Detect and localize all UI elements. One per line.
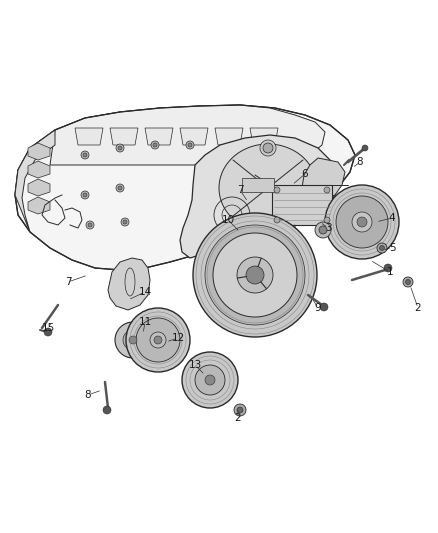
Polygon shape: [268, 225, 295, 260]
Circle shape: [357, 217, 367, 227]
Circle shape: [246, 266, 264, 284]
Circle shape: [151, 141, 159, 149]
Circle shape: [129, 336, 137, 344]
Text: 9: 9: [314, 303, 321, 313]
Circle shape: [377, 243, 387, 253]
Polygon shape: [50, 105, 325, 165]
Circle shape: [182, 352, 238, 408]
Polygon shape: [302, 158, 345, 200]
Text: 1: 1: [387, 267, 393, 277]
Polygon shape: [15, 105, 355, 270]
Circle shape: [153, 143, 157, 147]
Bar: [272, 185, 332, 225]
Polygon shape: [110, 128, 138, 145]
Circle shape: [213, 233, 297, 317]
Circle shape: [115, 322, 151, 358]
Circle shape: [193, 213, 317, 337]
Text: 2: 2: [415, 303, 421, 313]
Polygon shape: [108, 258, 150, 310]
Text: 6: 6: [302, 169, 308, 179]
Text: 10: 10: [222, 215, 235, 225]
Polygon shape: [15, 130, 55, 232]
Text: 12: 12: [171, 333, 185, 343]
Circle shape: [379, 246, 385, 251]
Text: 7: 7: [237, 185, 244, 195]
Circle shape: [352, 212, 372, 232]
Circle shape: [123, 330, 143, 350]
Circle shape: [123, 220, 127, 224]
Polygon shape: [28, 197, 50, 214]
Circle shape: [195, 365, 225, 395]
Ellipse shape: [219, 144, 317, 232]
Polygon shape: [250, 128, 278, 145]
Circle shape: [324, 187, 330, 193]
Circle shape: [324, 217, 330, 223]
Text: 5: 5: [389, 243, 396, 253]
Circle shape: [263, 143, 273, 153]
Circle shape: [154, 336, 162, 344]
Circle shape: [88, 223, 92, 227]
Circle shape: [237, 407, 243, 413]
Circle shape: [336, 196, 388, 248]
Circle shape: [83, 193, 87, 197]
Circle shape: [121, 218, 129, 226]
Text: 8: 8: [85, 390, 91, 400]
Circle shape: [384, 264, 392, 272]
Polygon shape: [28, 179, 50, 196]
Text: 7: 7: [65, 277, 71, 287]
Polygon shape: [180, 128, 208, 145]
Circle shape: [44, 328, 52, 336]
Circle shape: [205, 375, 215, 385]
Circle shape: [81, 151, 89, 159]
Polygon shape: [145, 128, 173, 145]
Text: 14: 14: [138, 287, 152, 297]
Circle shape: [83, 153, 87, 157]
Circle shape: [116, 184, 124, 192]
Circle shape: [188, 143, 192, 147]
Circle shape: [118, 186, 122, 190]
Circle shape: [319, 226, 327, 234]
Circle shape: [186, 141, 194, 149]
Circle shape: [86, 221, 94, 229]
Text: 11: 11: [138, 317, 152, 327]
Circle shape: [81, 191, 89, 199]
Polygon shape: [28, 143, 50, 160]
Text: 15: 15: [41, 323, 55, 333]
Circle shape: [406, 279, 410, 285]
Polygon shape: [180, 135, 338, 258]
Polygon shape: [215, 128, 243, 145]
Circle shape: [150, 332, 166, 348]
Circle shape: [274, 217, 280, 223]
Circle shape: [325, 185, 399, 259]
Circle shape: [205, 225, 305, 325]
Circle shape: [237, 257, 273, 293]
Bar: [242, 178, 274, 192]
Polygon shape: [75, 128, 103, 145]
Circle shape: [118, 146, 122, 150]
Circle shape: [136, 318, 180, 362]
Circle shape: [315, 222, 331, 238]
Circle shape: [274, 187, 280, 193]
Circle shape: [320, 303, 328, 311]
Circle shape: [116, 144, 124, 152]
Text: 13: 13: [188, 360, 201, 370]
Circle shape: [126, 308, 190, 372]
Text: 4: 4: [389, 213, 396, 223]
Text: 2: 2: [235, 413, 241, 423]
Circle shape: [403, 277, 413, 287]
Polygon shape: [28, 161, 50, 178]
Circle shape: [234, 404, 246, 416]
Circle shape: [362, 145, 368, 151]
Text: 8: 8: [357, 157, 363, 167]
Circle shape: [103, 406, 111, 414]
Text: 3: 3: [325, 223, 331, 233]
Circle shape: [260, 140, 276, 156]
